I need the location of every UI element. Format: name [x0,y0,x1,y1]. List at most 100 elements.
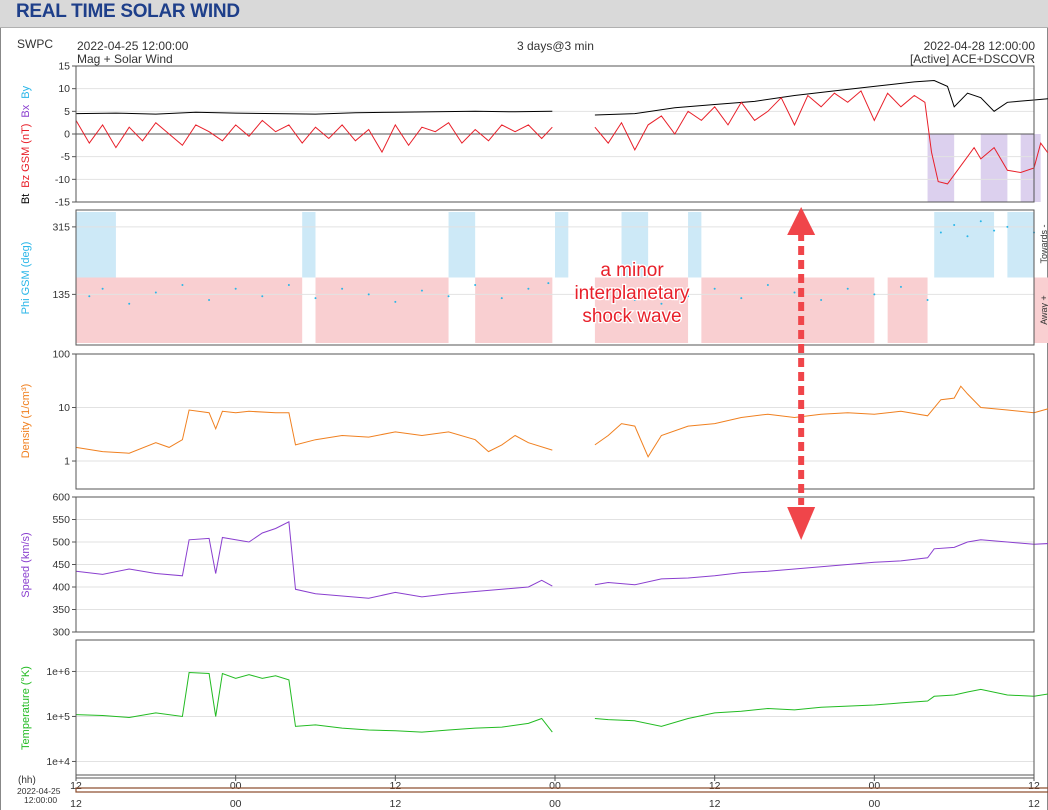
phi-point [607,289,610,292]
away-band [315,277,449,343]
y-tick-label: 1e+6 [46,666,70,678]
phi-point [234,287,237,290]
y-tick-label: 100 [52,349,70,361]
bz-negative-band [927,134,955,202]
phi-point [474,284,477,286]
phi-point [261,295,264,298]
phi-point [154,291,157,294]
arrow-head-down [787,507,816,540]
panel-frame [75,65,1035,203]
chart-panel-0: 15 10 5 0 -5 -10 -15 [55,61,1048,209]
y-tick-label: -5 [61,151,70,163]
towards-band [934,212,995,278]
phi-point [766,284,769,286]
y-tick-label: 1e+5 [46,711,70,723]
x-tick-label-top: 00 [549,780,561,792]
y-tick-label: 5 [64,106,70,118]
away-label: Away + [1039,295,1048,325]
chart-panel-2: 100 10 1 [52,349,1048,490]
series-bt-line [75,79,1048,116]
ylabel-2: Density (1/cm³) [20,384,32,459]
phi-point [740,297,743,300]
title-bar: REAL TIME SOLAR WIND [0,0,1048,28]
phi-point [128,302,131,305]
timeline-bar [75,787,1048,793]
time-range-label: 3 days@3 min [517,39,594,53]
phi-point [820,299,823,301]
footer-time: 12:00:00 [24,795,57,805]
y-tick-label: 300 [52,627,70,639]
annotation-text: shock wave [582,306,681,327]
towards-band [76,212,116,278]
y-tick-label: 1 [64,456,70,468]
y-tick-label: 135 [52,289,70,301]
y-tick-label: 0 [64,129,70,141]
chart-subtitle: Mag + Solar Wind [77,52,173,66]
start-time-label: 2022-04-25 12:00:00 [77,39,189,53]
away-band [594,277,689,343]
phi-point [1006,225,1009,228]
x-tick-label-bottom: 00 [230,798,242,810]
chart-panel-1: 315 135 [52,209,1048,346]
footer-date: 2022-04-25 [17,786,61,796]
towards-band [555,212,569,278]
x-tick-label-top: 00 [868,780,880,792]
phi-point [966,235,969,238]
phi-point [713,287,716,290]
ylabel-1: Phi GSM (deg) [20,242,32,315]
towards-band [688,212,702,278]
phi-point [687,295,690,298]
away-band [1034,277,1048,343]
panel-frame [75,496,1035,633]
data-line [75,521,1048,599]
annotation-text: a minor [600,260,664,281]
phi-point [420,289,423,292]
phi-point [181,284,184,286]
y-tick-label: 10 [58,402,70,414]
x-tick-label-bottom: 12 [709,798,721,810]
phi-point [287,284,290,286]
away-band [887,277,928,343]
away-band [76,277,303,343]
y-tick-label: -15 [55,197,70,209]
data-source-status: [Active] ACE+DSCOVR [909,52,1035,66]
panel-frame [75,209,1035,346]
ylabel-4: Temperature (°K) [20,666,32,750]
phi-point [314,297,317,300]
phi-point [846,287,849,290]
phi-point [953,224,956,226]
phi-point [547,282,550,285]
x-tick-label-top: 12 [70,780,82,792]
phi-point [394,300,397,303]
y-tick-label: -10 [55,174,70,186]
data-line [75,671,1048,733]
x-axis: 12 12 00 00 12 12 00 00 12 12 00 00 12 12 (hh)2022-04-… [17,775,1048,810]
x-tick-label-bottom: 00 [549,798,561,810]
y-tick-label: 315 [52,221,70,233]
phi-point [633,299,636,301]
phi-point [447,295,450,298]
y-tick-label: 10 [58,83,70,95]
x-tick-label-bottom: 12 [389,798,401,810]
x-tick-label-top: 00 [230,780,242,792]
ylabel-part: Bt [20,194,32,204]
towards-band [621,212,649,278]
x-tick-label-bottom: 12 [1028,798,1040,810]
phi-point [793,291,796,294]
ylabel-part: Bz GSM (nT) [20,124,32,188]
x-tick-label-top: 12 [709,780,721,792]
towards-band [1007,212,1034,278]
phi-point [939,231,942,234]
annotation-text: interplanetary [574,283,690,304]
phi-point [88,295,91,298]
end-time-label: 2022-04-28 12:00:00 [923,39,1035,53]
phi-point [208,299,211,301]
phi-point [367,293,370,296]
shock-arrow [787,207,816,540]
y-tick-label: 350 [52,604,70,616]
ylabel-part: By [20,85,32,98]
y-tick-label: 1e+4 [46,756,70,768]
ylabel-part: Bx [20,104,32,117]
